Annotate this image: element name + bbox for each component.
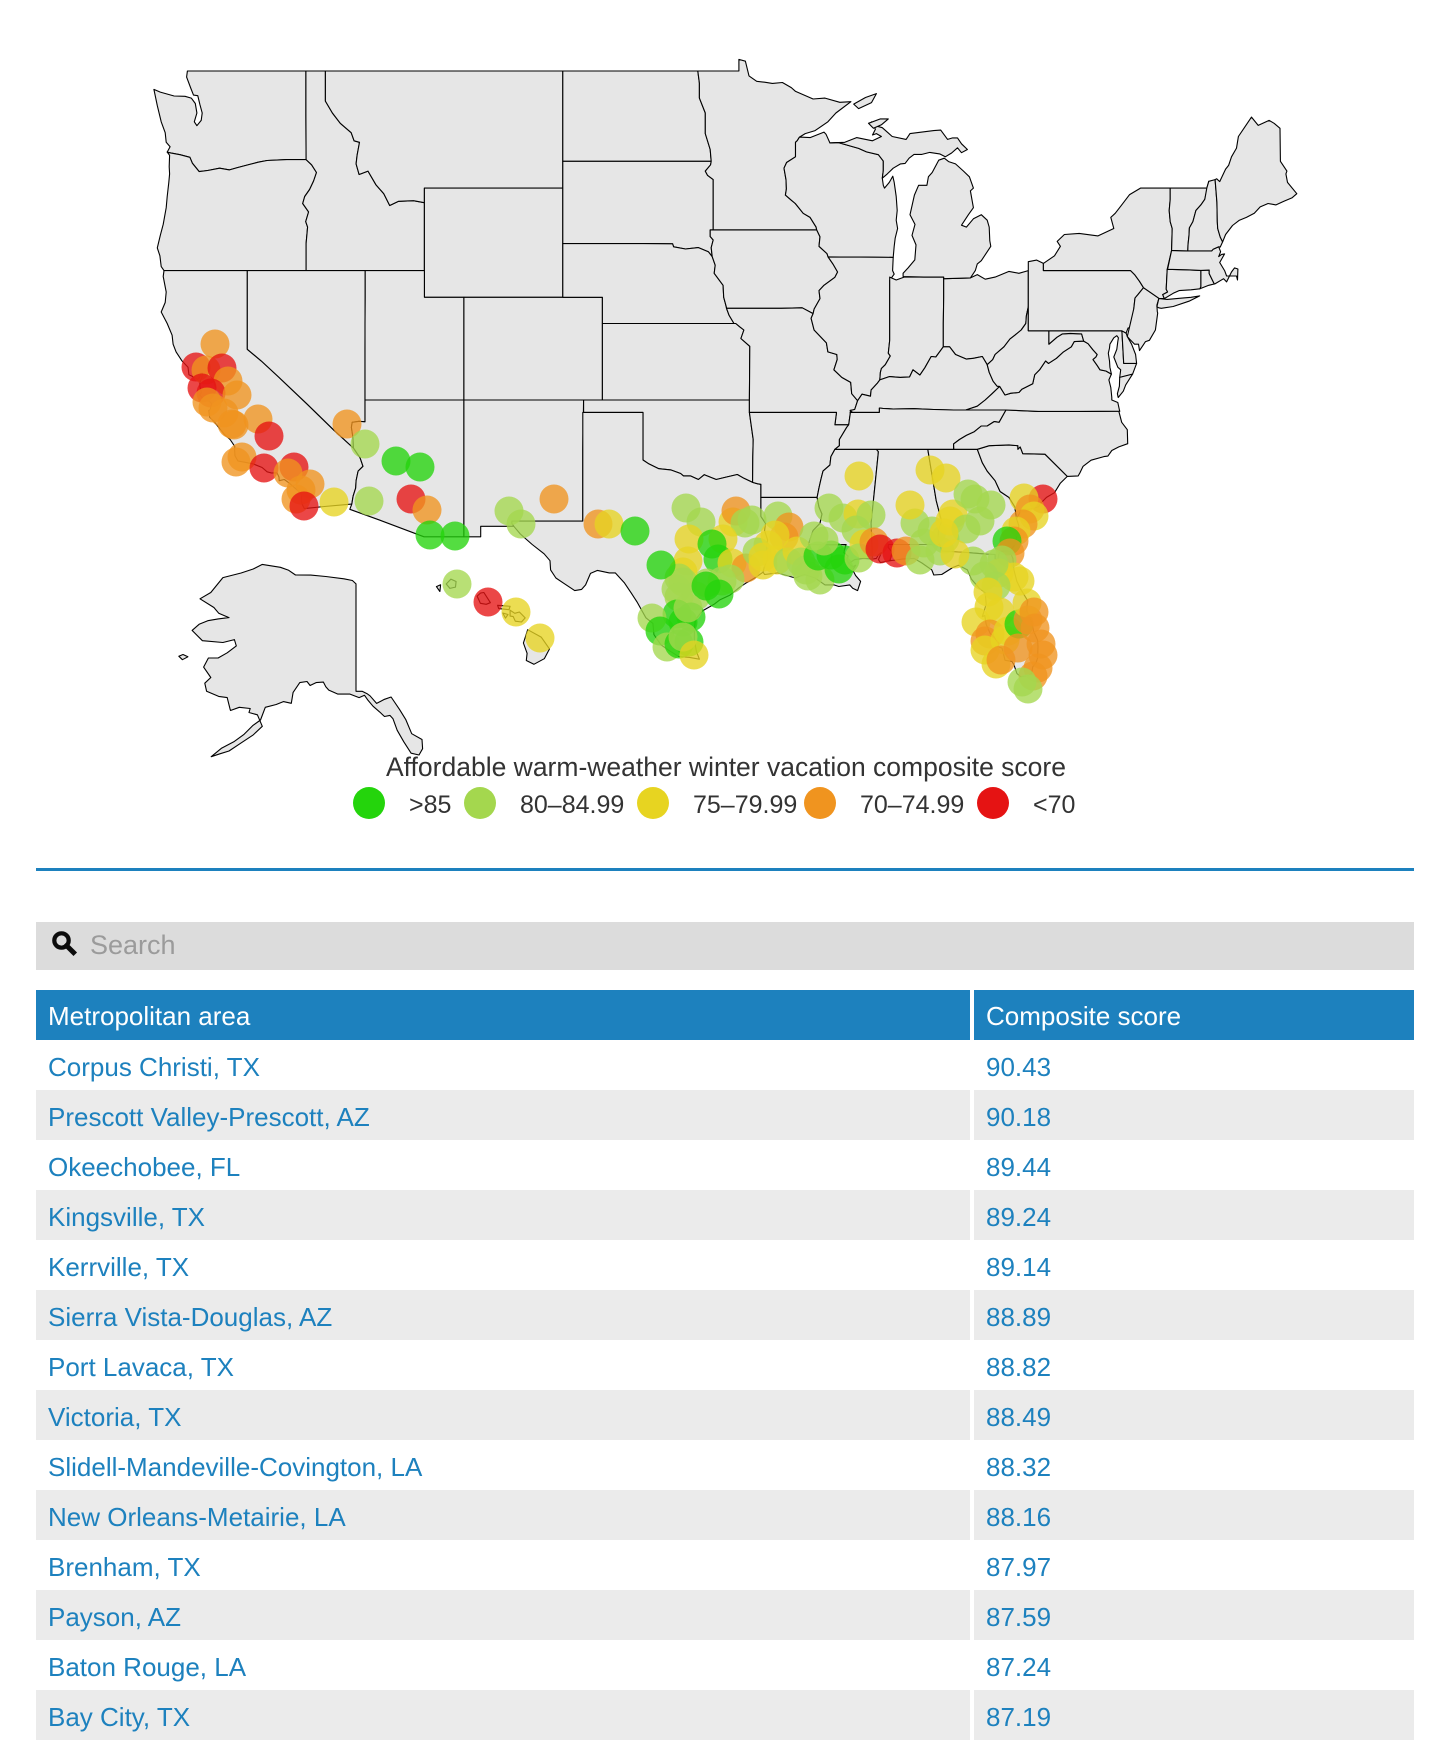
svg-text:Affordable warm-weather winter: Affordable warm-weather winter vacation … — [386, 752, 1066, 782]
svg-text:<70: <70 — [1033, 791, 1075, 819]
svg-text:70–74.99: 70–74.99 — [860, 791, 964, 819]
svg-text:>85: >85 — [409, 791, 451, 819]
svg-text:80–84.99: 80–84.99 — [520, 791, 624, 819]
svg-text:75–79.99: 75–79.99 — [693, 791, 797, 819]
